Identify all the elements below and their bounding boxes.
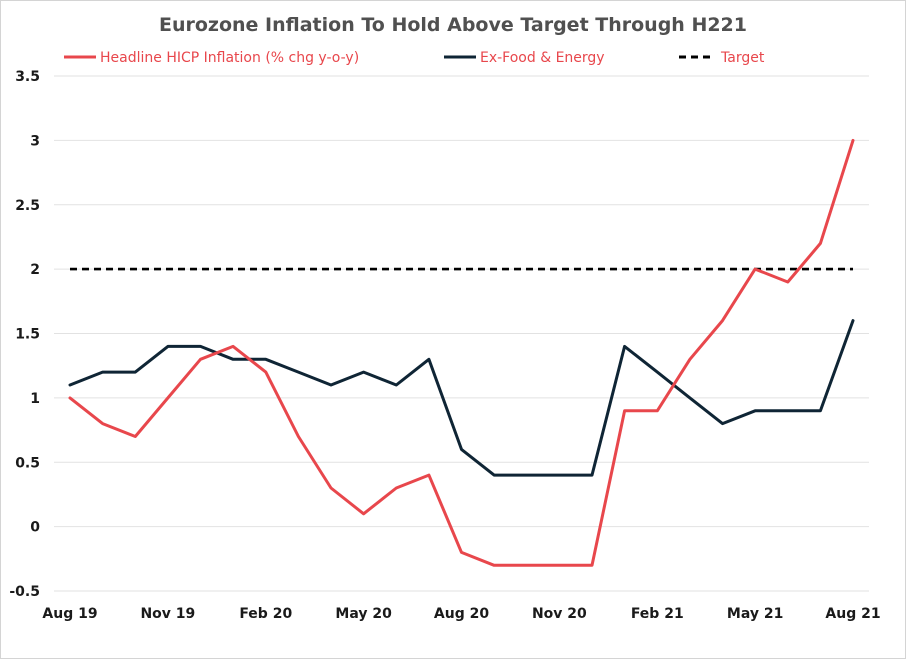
y-tick-label: 3.5 xyxy=(15,69,40,85)
chart-title: Eurozone Inflation To Hold Above Target … xyxy=(159,14,747,36)
x-tick-label: Feb 21 xyxy=(631,606,684,622)
y-tick-label: 0.5 xyxy=(15,455,40,471)
x-tick-label: Nov 19 xyxy=(140,606,195,622)
y-tick-label: 3 xyxy=(30,133,40,149)
x-tick-label: May 21 xyxy=(727,606,783,622)
y-tick-label: 2.5 xyxy=(15,198,40,214)
x-tick-label: Aug 19 xyxy=(42,606,97,622)
x-axis-tick-labels: Aug 19 Nov 19 Feb 20 May 20 Aug 20 Nov 20 Feb … xyxy=(42,606,880,622)
y-tick-label: 2 xyxy=(30,262,40,278)
x-tick-label: Aug 20 xyxy=(434,606,489,622)
legend-label: Headline HICP Inflation (% chg y-o-y) xyxy=(100,50,359,66)
series-lines xyxy=(68,138,855,567)
series-line-headline-hicp-inflation-chg-y-o-y xyxy=(68,138,855,567)
x-tick-label: Feb 20 xyxy=(239,606,292,622)
y-tick-label: 1 xyxy=(30,391,40,407)
x-tick-label: Nov 20 xyxy=(532,606,587,622)
y-axis-tick-labels: -0.5 0 0.5 1 1.5 2 2.5 3 3.5 xyxy=(9,69,40,600)
legend: Headline HICP Inflation (% chg y-o-y) Ex-… xyxy=(64,50,765,66)
grid-lines xyxy=(54,75,869,592)
y-tick-label: 1.5 xyxy=(15,327,40,343)
legend-label: Ex-Food & Energy xyxy=(480,50,605,66)
legend-label: Target xyxy=(720,50,765,66)
x-tick-label: May 20 xyxy=(335,606,392,622)
series-line-ex-food-energy xyxy=(68,319,855,477)
y-tick-label: 0 xyxy=(30,520,40,536)
x-tick-label: Aug 21 xyxy=(825,606,880,622)
y-tick-label: -0.5 xyxy=(9,584,40,600)
